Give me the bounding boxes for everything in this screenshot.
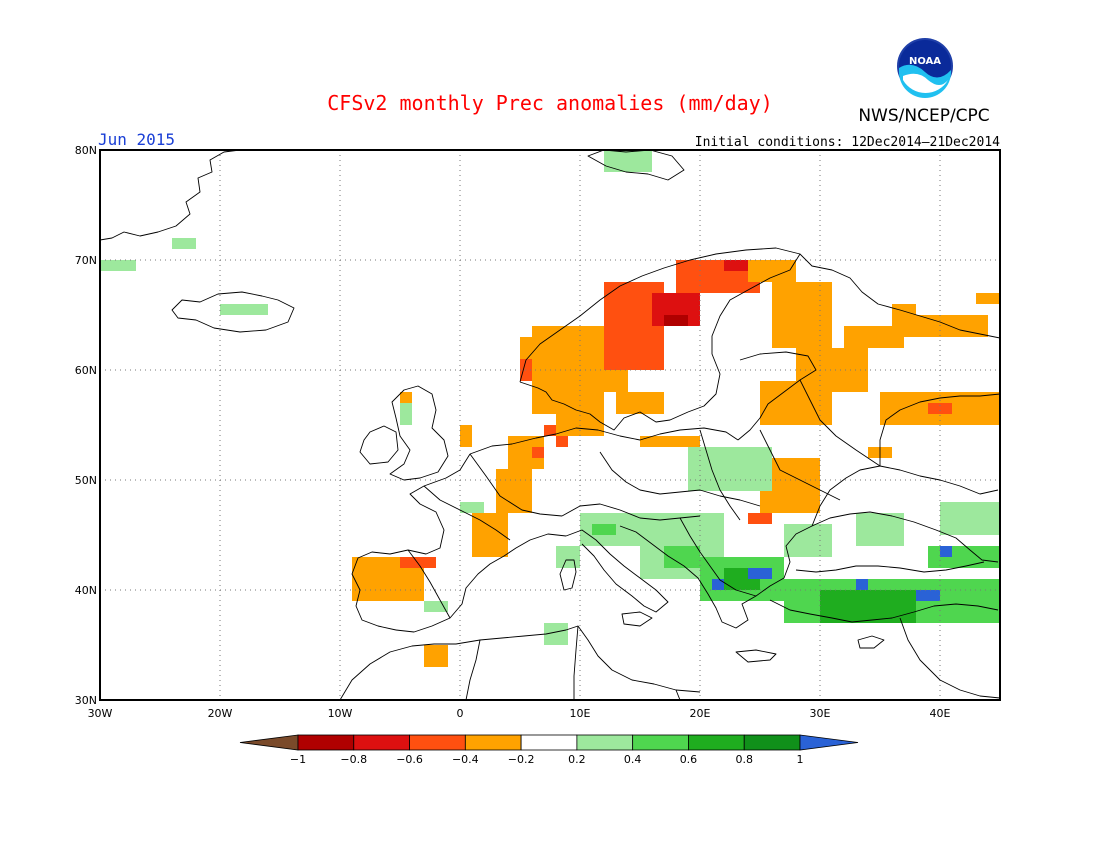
latitude-tick-label: 50N: [75, 474, 97, 487]
anomaly-cell: [544, 623, 568, 645]
coastlines: [100, 150, 1000, 700]
anomaly-cell: [532, 447, 544, 458]
anomaly-cell: [904, 315, 988, 337]
month-label: Jun 2015: [98, 130, 175, 149]
colorbar-tick-label: 0.2: [568, 753, 586, 766]
anomaly-cell: [976, 293, 1000, 304]
colorbar-tick-label: −0.8: [340, 753, 367, 766]
anomaly-cell: [400, 557, 436, 568]
anomaly-cell: [820, 590, 916, 623]
anomaly-field: [100, 150, 1000, 667]
anomaly-cell: [496, 469, 532, 513]
anomaly-cell: [640, 436, 700, 447]
anomaly-cell: [580, 370, 628, 392]
anomaly-cell: [400, 392, 412, 403]
anomaly-cell: [592, 524, 616, 535]
anomaly-cell: [172, 238, 196, 249]
longitude-tick-label: 30E: [810, 707, 831, 720]
anomaly-cell: [400, 403, 412, 425]
anomaly-cell: [928, 546, 1000, 568]
anomaly-cell: [616, 392, 664, 414]
anomaly-cell: [760, 381, 832, 425]
anomaly-cell: [712, 579, 724, 590]
anomaly-cell: [556, 546, 580, 568]
latitude-tick-label: 30N: [75, 694, 97, 707]
anomaly-cell: [856, 579, 868, 590]
longitude-tick-label: 10W: [328, 707, 353, 720]
colorbar-tick-label: −0.2: [508, 753, 535, 766]
colorbar-swatch: [464, 734, 522, 751]
map-area: [100, 150, 1000, 700]
initial-conditions: Initial conditions: 12Dec2014–21Dec2014: [695, 135, 1000, 150]
colorbar-swatch: [688, 734, 745, 751]
anomaly-cell: [604, 150, 652, 172]
anomaly-cell: [424, 645, 448, 667]
noaa-logo-icon: NOAA: [897, 38, 953, 98]
anomaly-cell: [928, 403, 952, 414]
colorbar-swatch: [520, 734, 578, 751]
anomaly-cell: [748, 568, 772, 579]
anomaly-cell: [856, 513, 904, 546]
colorbar: [239, 734, 859, 751]
longitude-tick-label: 10E: [570, 707, 591, 720]
anomaly-cell: [664, 315, 688, 326]
anomaly-cell: [748, 260, 796, 282]
colorbar-tick-label: −0.4: [452, 753, 479, 766]
organization-label: NWS/NCEP/CPC: [858, 106, 989, 126]
colorbar-swatch: [743, 734, 801, 751]
longitude-tick-label: 20W: [208, 707, 233, 720]
anomaly-cell: [748, 513, 772, 524]
map-title: CFSv2 monthly Prec anomalies (mm/day): [327, 91, 773, 115]
colorbar-over-arrow: [799, 734, 859, 751]
anomaly-cell: [916, 590, 940, 601]
anomaly-cell: [784, 524, 832, 557]
colorbar-swatch: [632, 734, 689, 751]
colorbar-tick-labels: −1 −0.8 −0.6 −0.4 −0.2 0.2 0.4 0.6 0.8 1: [290, 753, 804, 766]
latitude-tick-label: 40N: [75, 584, 97, 597]
noaa-logo-text: NOAA: [909, 56, 941, 67]
anomaly-cell: [940, 546, 952, 557]
longitude-tick-label: 0: [457, 707, 464, 720]
latitude-tick-label: 80N: [75, 144, 97, 157]
map-frame: [99, 149, 1001, 701]
colorbar-tick-label: −1: [290, 753, 306, 766]
latitude-tick-label: 70N: [75, 254, 97, 267]
colorbar-tick-label: 0.4: [624, 753, 642, 766]
colorbar-tick-label: 0.8: [735, 753, 753, 766]
colorbar-tick-label: 0.6: [680, 753, 698, 766]
anomaly-cell: [460, 502, 484, 513]
colorbar-swatch: [576, 734, 634, 751]
longitude-tick-label: 20E: [690, 707, 711, 720]
longitude-tick-labels: 30W 20W 10W 0 10E 20E 30E 40E: [88, 707, 951, 720]
colorbar-tick-label: −0.6: [396, 753, 423, 766]
anomaly-cell: [460, 425, 472, 447]
anomaly-cell: [940, 502, 1000, 535]
colorbar-tick-label: 1: [797, 753, 804, 766]
colorbar-under-arrow: [239, 734, 299, 751]
colorbar-swatch: [409, 734, 466, 751]
graticule: [100, 150, 1000, 700]
anomaly-cell: [664, 546, 700, 568]
latitude-tick-labels: 80N 70N 60N 50N 40N 30N: [75, 144, 97, 707]
anomaly-cell: [556, 436, 568, 447]
latitude-tick-label: 60N: [75, 364, 97, 377]
anomaly-cell: [724, 260, 760, 271]
longitude-tick-label: 40E: [930, 707, 951, 720]
colorbar-swatch: [353, 734, 410, 751]
anomaly-cell: [220, 304, 268, 315]
anomaly-cell: [772, 282, 832, 348]
anomaly-cell: [844, 326, 904, 348]
anomaly-cell: [688, 447, 772, 491]
anomaly-cell: [100, 260, 136, 271]
anomaly-cell: [544, 425, 556, 436]
anomaly-cell: [424, 601, 448, 612]
longitude-tick-label: 30W: [88, 707, 113, 720]
anomaly-cell: [472, 513, 508, 557]
colorbar-swatch: [297, 734, 355, 751]
